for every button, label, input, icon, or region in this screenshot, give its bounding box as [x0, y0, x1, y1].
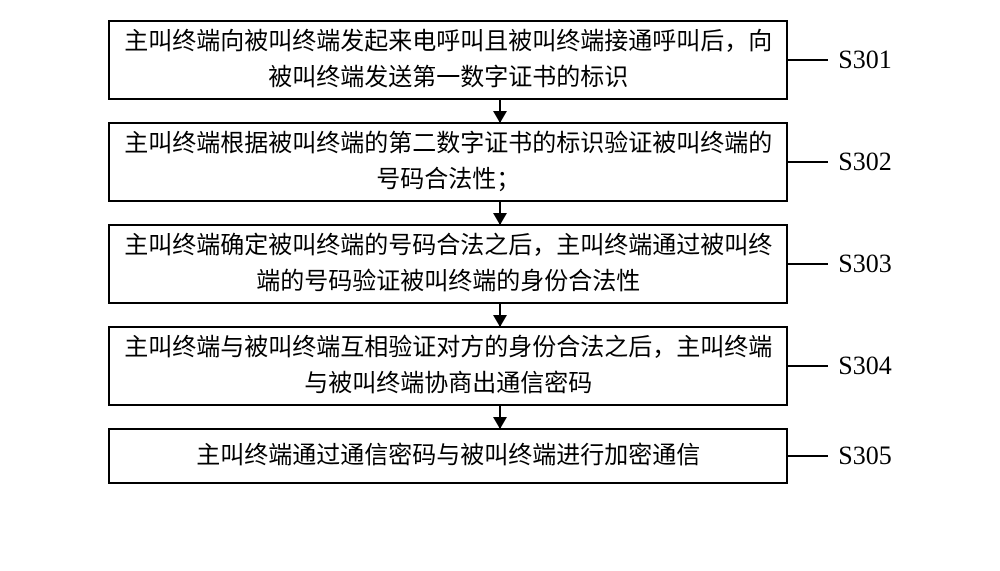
connector-5: [788, 455, 828, 457]
step-text-4: 主叫终端与被叫终端互相验证对方的身份合法之后，主叫终端与被叫终端协商出通信密码: [122, 330, 774, 402]
step-text-5: 主叫终端通过通信密码与被叫终端进行加密通信: [196, 438, 700, 474]
step-row-1: 主叫终端向被叫终端发起来电呼叫且被叫终端接通呼叫后，向被叫终端发送第一数字证书的…: [108, 20, 891, 100]
step-node-3: 主叫终端确定被叫终端的号码合法之后，主叫终端通过被叫终端的号码验证被叫终端的身份…: [108, 224, 788, 304]
step-row-2: 主叫终端根据被叫终端的第二数字证书的标识验证被叫终端的号码合法性； S302: [108, 122, 891, 202]
step-label-4: S304: [838, 351, 891, 381]
step-text-3: 主叫终端确定被叫终端的号码合法之后，主叫终端通过被叫终端的号码验证被叫终端的身份…: [122, 228, 774, 300]
connector-3: [788, 263, 828, 265]
arrow-1: [499, 100, 501, 122]
step-row-3: 主叫终端确定被叫终端的号码合法之后，主叫终端通过被叫终端的号码验证被叫终端的身份…: [108, 224, 891, 304]
arrow-3: [499, 304, 501, 326]
step-row-5: 主叫终端通过通信密码与被叫终端进行加密通信 S305: [108, 428, 891, 484]
step-row-4: 主叫终端与被叫终端互相验证对方的身份合法之后，主叫终端与被叫终端协商出通信密码 …: [108, 326, 891, 406]
step-label-2: S302: [838, 147, 891, 177]
connector-1: [788, 59, 828, 61]
step-node-2: 主叫终端根据被叫终端的第二数字证书的标识验证被叫终端的号码合法性；: [108, 122, 788, 202]
arrow-4: [499, 406, 501, 428]
step-label-1: S301: [838, 45, 891, 75]
step-node-1: 主叫终端向被叫终端发起来电呼叫且被叫终端接通呼叫后，向被叫终端发送第一数字证书的…: [108, 20, 788, 100]
step-label-3: S303: [838, 249, 891, 279]
step-node-5: 主叫终端通过通信密码与被叫终端进行加密通信: [108, 428, 788, 484]
step-label-5: S305: [838, 441, 891, 471]
step-text-2: 主叫终端根据被叫终端的第二数字证书的标识验证被叫终端的号码合法性；: [122, 126, 774, 198]
arrow-2: [499, 202, 501, 224]
step-text-1: 主叫终端向被叫终端发起来电呼叫且被叫终端接通呼叫后，向被叫终端发送第一数字证书的…: [122, 24, 774, 96]
connector-4: [788, 365, 828, 367]
connector-2: [788, 161, 828, 163]
flowchart-container: 主叫终端向被叫终端发起来电呼叫且被叫终端接通呼叫后，向被叫终端发送第一数字证书的…: [0, 20, 1000, 484]
step-node-4: 主叫终端与被叫终端互相验证对方的身份合法之后，主叫终端与被叫终端协商出通信密码: [108, 326, 788, 406]
